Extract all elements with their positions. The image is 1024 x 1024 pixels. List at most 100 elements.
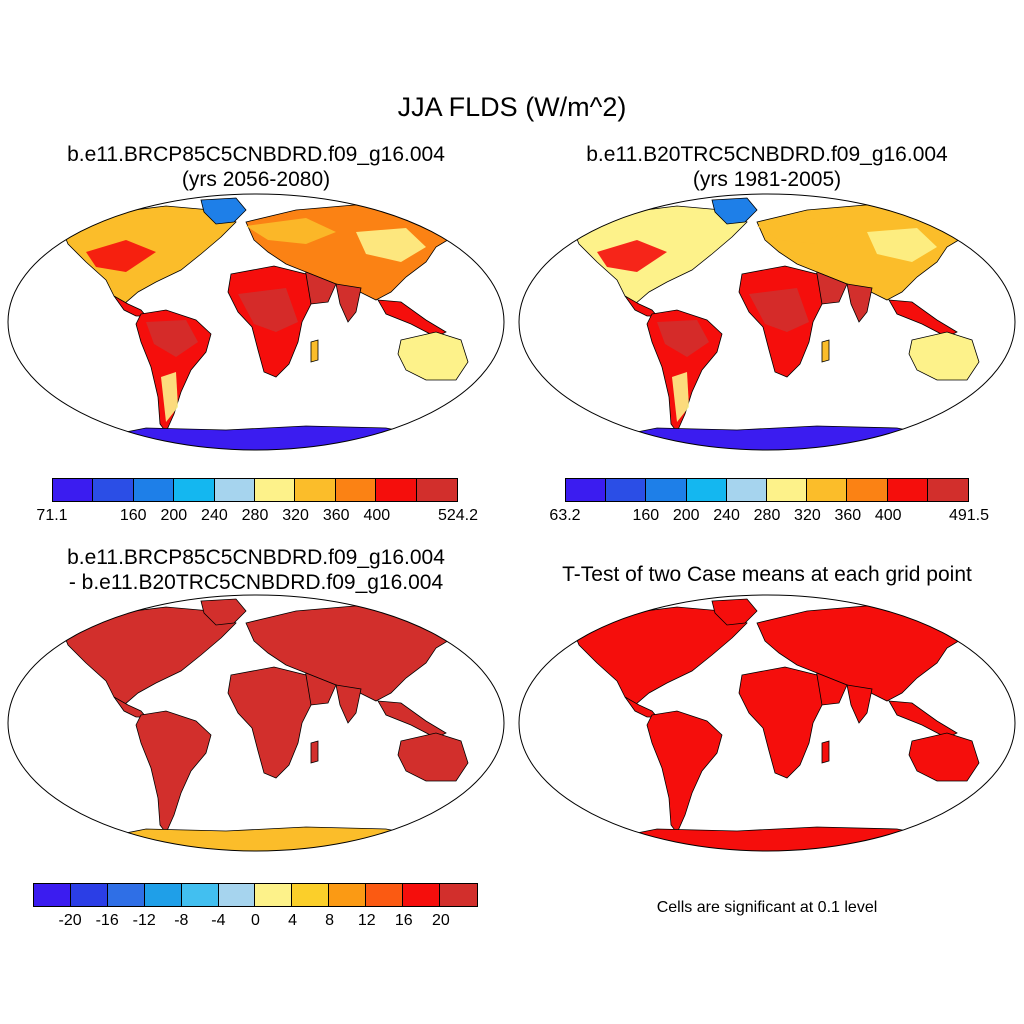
colorbar-tick-label: 8 [325, 912, 335, 929]
colorbar-box [439, 884, 477, 906]
colorbar-box [295, 479, 336, 501]
colorbar-ticks-top-left: 71.1 160 200 240 280 320 360 400 524.2 [0, 507, 1024, 527]
panel-title-bottom-right: T-Test of two Case means at each grid po… [517, 562, 1017, 587]
colorbar-box [93, 479, 134, 501]
colorbar-box [144, 884, 182, 906]
colorbar-box [292, 884, 330, 906]
colorbar-box [847, 479, 888, 501]
map-land-seasia [888, 700, 958, 739]
figure-title: JJA FLDS (W/m^2) [397, 92, 627, 122]
colorbar-box [606, 479, 647, 501]
map-land-antarctica [606, 826, 938, 851]
map-bottom-left [7, 594, 505, 852]
colorbar-tick-label: 360 [834, 507, 862, 524]
colorbar-box [329, 884, 367, 906]
colorbar-box [927, 479, 968, 501]
panel-title-top-left: b.e11.BRCP85C5CNBDRD.f09_g16.004 (yrs 20… [6, 142, 506, 192]
panel-title-line2: (yrs 2056-2080) [181, 168, 331, 191]
colorbar-box [376, 479, 417, 501]
colorbar-box [218, 884, 256, 906]
colorbar-tick-label: 240 [713, 507, 740, 524]
colorbar-box [887, 479, 928, 501]
panel-title-top-right: b.e11.B20TRC5CNBDRD.f09_g16.004 (yrs 198… [517, 142, 1017, 192]
colorbar-tick-label: 320 [282, 507, 309, 524]
map-shading-region [757, 218, 847, 244]
colorbar-tick-label: 524.2 [437, 507, 479, 524]
colorbar-tick-label: 491.5 [948, 507, 990, 524]
map-shading-region [146, 320, 198, 357]
colorbar-box [766, 479, 808, 501]
colorbar-box [403, 884, 440, 906]
colorbar-tick-label: 63.2 [549, 507, 581, 524]
map-shading-region [657, 320, 709, 357]
colorbar-tick-label: 280 [241, 507, 269, 524]
map-shading-region [672, 372, 689, 422]
map-land-india [846, 283, 873, 323]
map-land-india [335, 283, 362, 323]
colorbar-tick-label: 4 [288, 912, 297, 929]
map-frame [7, 594, 505, 852]
map-land-india [846, 684, 873, 724]
map-land-madagascar [310, 740, 319, 764]
map-land-africa [738, 666, 823, 779]
colorbar-tick-label: -12 [132, 912, 156, 929]
panel-title-line1: b.e11.BRCP85C5CNBDRD.f09_g16.004 [67, 546, 445, 569]
colorbar-box [255, 884, 293, 906]
map-land-greenland [711, 598, 758, 626]
colorbar-tick-label: 12 [357, 912, 376, 929]
map-land-southamerica [135, 710, 212, 834]
colorbar-box [133, 479, 175, 501]
map-land-madagascar [821, 740, 830, 764]
map-land-australia [397, 331, 469, 381]
map-shading-region [238, 288, 298, 332]
colorbar-box [366, 884, 404, 906]
map-top-right [518, 193, 1016, 451]
colorbar-tick-label: 400 [363, 507, 391, 524]
map-land-greenland [200, 197, 247, 225]
colorbar-tick-label: -16 [95, 912, 119, 929]
colorbar-tick-label: 200 [672, 507, 700, 524]
colorbar-box [566, 479, 607, 501]
colorbar-top-right [565, 478, 969, 502]
map-land-antarctica [606, 425, 938, 450]
panel-title-line1: T-Test of two Case means at each grid po… [562, 563, 972, 586]
colorbar-tick-label: 0 [251, 912, 260, 929]
colorbar-box [254, 479, 296, 501]
significance-note: Cells are significant at 0.1 level [656, 899, 878, 916]
map-frame [7, 193, 505, 451]
map-land-africa [227, 666, 312, 779]
map-shading-region [161, 372, 178, 422]
map-land-southamerica [646, 710, 723, 834]
colorbar-box [174, 479, 215, 501]
colorbar-tick-label: 20 [431, 912, 450, 929]
colorbar-ticks-top-right: 63.2 160 200 240 280 320 360 400 491.5 [0, 507, 1024, 527]
colorbar-tick-label: 160 [632, 507, 660, 524]
colorbar-tick-label: 360 [322, 507, 350, 524]
map-land-northamerica [571, 606, 748, 706]
map-land-india [335, 684, 362, 724]
map-top-left [7, 193, 505, 451]
map-land-antarctica [95, 826, 427, 851]
colorbar-box [646, 479, 687, 501]
colorbar-bottom-left [33, 883, 478, 907]
panel-title-bottom-left: b.e11.BRCP85C5CNBDRD.f09_g16.004 - b.e11… [6, 545, 506, 595]
map-land-australia [397, 732, 469, 782]
panel-title-line2: - b.e11.B20TRC5CNBDRD.f09_g16.004 [68, 571, 444, 594]
colorbar-box [686, 479, 727, 501]
colorbar-tick-label: 71.1 [36, 507, 68, 524]
map-shading-region [597, 240, 667, 272]
colorbar-ticks-bottom-left: -20 -16 -12 -8 -4 0 4 8 12 16 20 [0, 912, 1024, 932]
map-shading-region [749, 288, 809, 332]
map-shading-region [86, 240, 156, 272]
colorbar-tick-label: 400 [874, 507, 902, 524]
colorbar-tick-label: 280 [753, 507, 781, 524]
colorbar-tick-label: 160 [119, 507, 147, 524]
map-frame [518, 193, 1016, 451]
colorbar-box [53, 479, 94, 501]
colorbar-tick-label: 200 [160, 507, 188, 524]
colorbar-box [181, 884, 219, 906]
colorbar-box [70, 884, 108, 906]
colorbar-box [107, 884, 145, 906]
colorbar-tick-label: 240 [201, 507, 228, 524]
map-shading-region [356, 228, 426, 262]
